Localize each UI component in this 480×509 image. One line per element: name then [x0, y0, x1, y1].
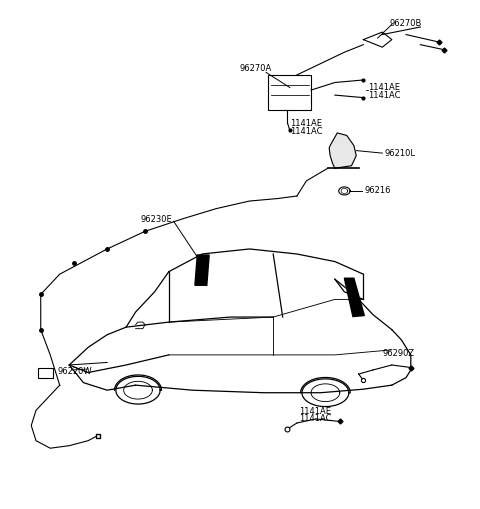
Text: 1141AE: 1141AE: [290, 119, 322, 128]
Text: 1141AC: 1141AC: [290, 127, 322, 135]
Bar: [38, 368, 53, 378]
Text: 96220W: 96220W: [57, 366, 92, 375]
Text: 96210L: 96210L: [384, 148, 416, 157]
Text: 96270B: 96270B: [389, 19, 422, 29]
Text: 1141AC: 1141AC: [368, 91, 401, 99]
Text: 96290Z: 96290Z: [383, 348, 414, 357]
Text: 1141AC: 1141AC: [300, 414, 332, 422]
Text: 1141AE: 1141AE: [300, 406, 331, 415]
Text: 96216: 96216: [364, 186, 391, 195]
Polygon shape: [344, 278, 364, 317]
Polygon shape: [329, 134, 356, 169]
Bar: [268, 76, 311, 111]
Text: 96230E: 96230E: [140, 215, 172, 224]
Text: 1141AE: 1141AE: [368, 83, 400, 92]
Polygon shape: [195, 256, 209, 286]
Text: 96270A: 96270A: [240, 64, 272, 73]
